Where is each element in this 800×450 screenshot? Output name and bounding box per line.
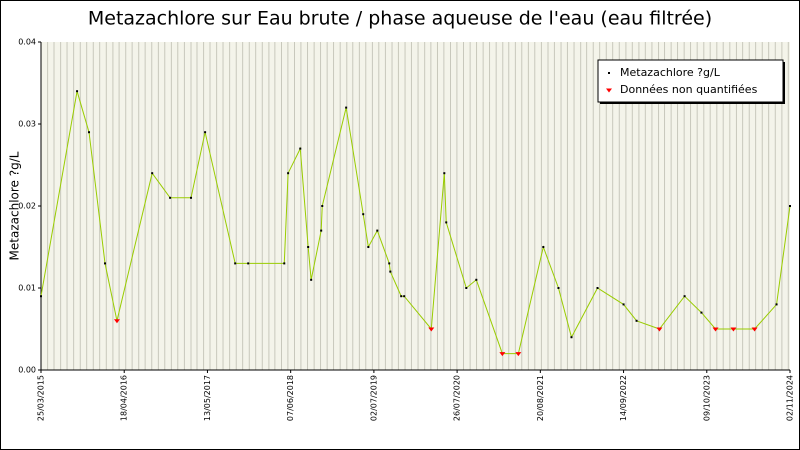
data-point <box>443 172 446 175</box>
x-tick-label: 20/08/2021 <box>536 375 545 421</box>
data-point <box>635 319 638 322</box>
legend-marker <box>608 72 610 74</box>
data-point <box>40 295 42 298</box>
data-point <box>622 303 625 306</box>
y-tick-label: 0.02 <box>18 202 36 211</box>
data-point <box>557 287 560 289</box>
x-tick-label: 26/07/2020 <box>453 375 462 421</box>
data-point <box>542 246 545 248</box>
data-point <box>76 90 79 93</box>
data-point <box>310 278 313 281</box>
data-point <box>307 246 310 248</box>
y-tick-label: 0.03 <box>18 120 36 129</box>
legend-label: Metazachlore ?g/L <box>620 66 721 79</box>
legend-box <box>597 59 784 103</box>
data-point <box>299 147 302 150</box>
data-point <box>367 246 370 248</box>
data-point <box>389 270 392 273</box>
non-quantified-point <box>515 352 522 357</box>
x-tick-label: 25/03/2015 <box>37 375 46 421</box>
data-point <box>247 262 250 265</box>
x-tick-label: 02/07/2019 <box>369 375 378 421</box>
x-tick-label: 07/06/2018 <box>286 375 295 421</box>
y-tick-label: 0.04 <box>18 38 36 47</box>
x-tick-label: 18/04/2016 <box>120 375 129 421</box>
data-point <box>283 262 286 265</box>
data-point <box>403 295 406 298</box>
data-point <box>465 287 468 289</box>
x-tick-label: 13/05/2017 <box>203 375 212 421</box>
non-quantified-point <box>656 327 663 332</box>
x-tick-label: 09/10/2023 <box>702 375 711 421</box>
non-quantified-point <box>712 327 719 332</box>
data-point <box>570 336 573 339</box>
x-tick-label: 02/11/2024 <box>786 375 795 421</box>
non-quantified-point <box>428 327 435 332</box>
data-point <box>400 295 403 298</box>
non-quantified-point <box>751 327 758 332</box>
data-point <box>388 262 391 265</box>
data-point <box>204 131 207 134</box>
data-point <box>151 172 154 175</box>
data-point <box>376 229 379 232</box>
data-point <box>596 287 599 289</box>
chart-title: Metazachlore sur Eau brute / phase aqueu… <box>88 8 712 30</box>
data-point <box>104 262 107 265</box>
data-point <box>700 311 703 314</box>
x-tick-label: 14/09/2022 <box>619 375 628 421</box>
non-quantified-point <box>499 352 506 357</box>
y-axis-label: Metazachlore ?g/L <box>8 151 22 260</box>
data-point <box>789 205 791 207</box>
non-quantified-point <box>113 319 120 324</box>
data-point <box>345 106 348 109</box>
y-tick-label: 0.01 <box>18 284 36 293</box>
data-point <box>775 303 778 306</box>
data-point <box>234 262 237 265</box>
non-quantified-point <box>730 327 737 332</box>
data-point <box>190 196 193 199</box>
data-point <box>320 229 323 232</box>
data-point <box>287 172 290 175</box>
y-tick-label: 0.00 <box>18 366 36 375</box>
data-point <box>475 278 478 281</box>
legend-marker <box>606 88 612 93</box>
data-point <box>88 131 91 134</box>
legend-label: Données non quantifiées <box>620 83 758 96</box>
data-point <box>445 221 448 224</box>
data-point <box>683 295 686 298</box>
data-point <box>362 213 365 216</box>
data-point <box>321 205 324 207</box>
data-point <box>169 196 172 199</box>
